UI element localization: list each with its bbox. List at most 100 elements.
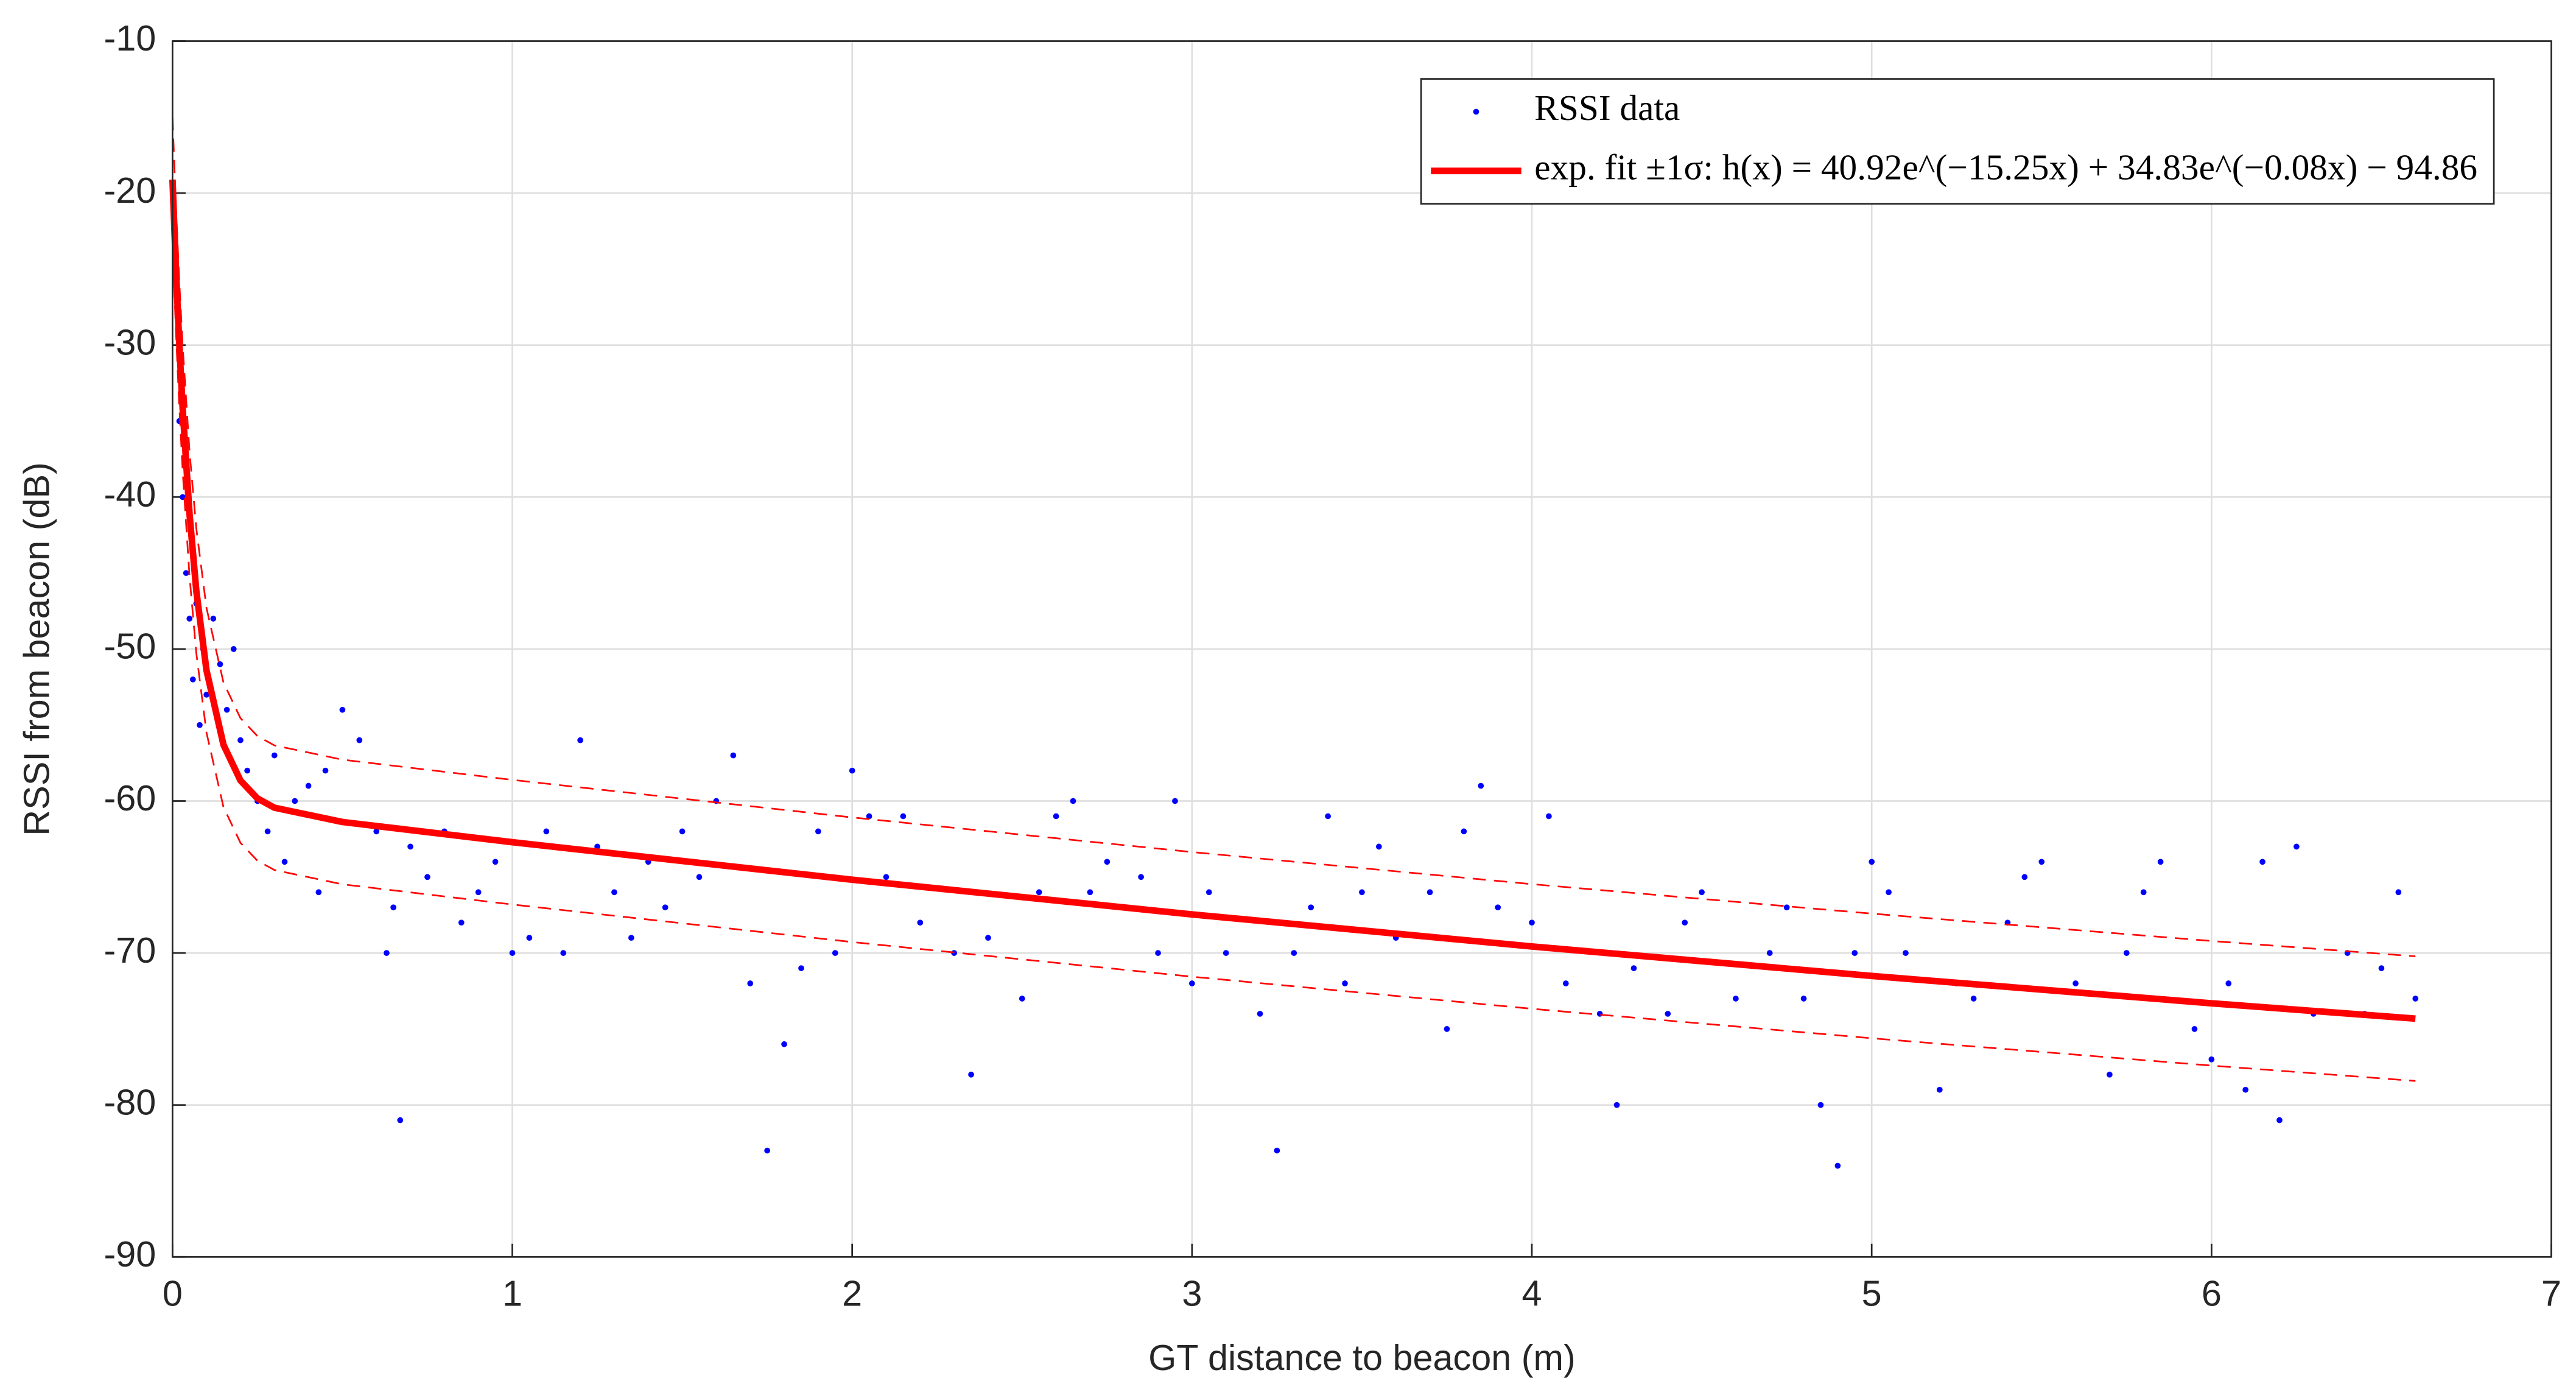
data-point: [1461, 828, 1467, 835]
data-point: [1665, 1011, 1671, 1017]
data-point: [356, 737, 363, 743]
data-point: [798, 965, 804, 971]
data-point: [339, 706, 346, 713]
data-point: [397, 1117, 404, 1123]
data-point: [1613, 1102, 1620, 1108]
data-point: [2225, 980, 2232, 986]
x-tick-label: 6: [2202, 1273, 2222, 1314]
data-point: [968, 1071, 974, 1078]
data-point: [1342, 980, 1348, 986]
data-point: [883, 874, 890, 880]
data-point: [1562, 980, 1569, 986]
data-point: [1291, 950, 1297, 956]
data-point: [237, 737, 244, 743]
data-point: [475, 889, 482, 896]
data-point: [1036, 889, 1042, 896]
data-point: [2259, 859, 2265, 865]
x-tick-label: 4: [1522, 1273, 1542, 1314]
data-point: [917, 919, 924, 926]
data-point: [730, 752, 737, 759]
data-point: [315, 889, 322, 896]
data-point: [1257, 1011, 1263, 1017]
legend-label: exp. fit ±1σ: h(x) = 40.92e^(−15.25x) + …: [1534, 147, 2477, 187]
data-point: [1834, 1162, 1841, 1169]
data-point: [679, 828, 686, 835]
y-tick-label: -20: [104, 170, 156, 211]
y-tick-label: -80: [104, 1081, 156, 1122]
data-point: [849, 767, 855, 774]
y-tick-label: -10: [104, 18, 156, 58]
data-point: [197, 722, 203, 728]
data-point: [1070, 798, 1076, 804]
data-point: [2038, 859, 2045, 865]
data-point: [1936, 1086, 1943, 1093]
data-point: [1529, 919, 1535, 926]
data-point: [210, 616, 217, 622]
data-point: [424, 874, 430, 880]
data-point: [628, 935, 634, 941]
data-point: [230, 646, 237, 652]
data-point: [866, 813, 872, 820]
data-point: [560, 950, 567, 956]
data-point: [2395, 889, 2402, 896]
fit-line: [169, 179, 2416, 1022]
data-point: [1800, 996, 1807, 1002]
data-point: [1104, 859, 1111, 865]
data-point: [322, 767, 329, 774]
data-point: [1206, 889, 1212, 896]
data-point: [2123, 950, 2130, 956]
data-point: [1682, 919, 1688, 926]
data-point: [390, 904, 396, 911]
data-point: [305, 782, 312, 789]
y-tick-label: -30: [104, 322, 156, 362]
data-point: [815, 828, 821, 835]
data-point: [186, 616, 193, 622]
data-point: [189, 676, 196, 683]
axes-box: [171, 40, 2552, 1258]
data-point: [492, 859, 499, 865]
data-point: [696, 874, 703, 880]
data-point: [183, 570, 189, 576]
y-tick-label: -90: [104, 1234, 156, 1274]
data-point: [244, 767, 250, 774]
data-point: [1138, 874, 1144, 880]
data-point: [1903, 950, 1909, 956]
data-point: [662, 904, 669, 911]
data-point: [2157, 859, 2164, 865]
data-point: [1188, 980, 1195, 986]
data-point: [1766, 950, 1773, 956]
plot-area: [169, 117, 2419, 1169]
legend-box: [1420, 78, 2495, 205]
y-tick-label: -40: [104, 474, 156, 515]
data-point: [2191, 1026, 2198, 1032]
data-point: [264, 828, 271, 835]
data-point: [764, 1147, 770, 1154]
data-point: [1427, 889, 1433, 896]
data-point: [1478, 782, 1484, 789]
x-tick-label: 1: [502, 1273, 522, 1314]
data-point: [281, 859, 288, 865]
x-tick-label: 2: [842, 1273, 862, 1314]
data-point: [2378, 965, 2385, 971]
data-point: [1886, 889, 1892, 896]
data-point: [2412, 996, 2419, 1002]
data-point: [1308, 904, 1314, 911]
data-point: [1223, 950, 1229, 956]
data-point: [1053, 813, 1059, 820]
data-point: [2242, 1086, 2249, 1093]
x-tick-label: 3: [1182, 1273, 1202, 1314]
data-point: [223, 706, 230, 713]
data-point: [1783, 904, 1790, 911]
data-point: [2072, 980, 2079, 986]
data-point: [1325, 813, 1331, 820]
y-tick-label: -50: [104, 626, 156, 667]
legend-symbol: [1473, 108, 1479, 115]
data-point: [1733, 996, 1739, 1002]
data-point: [543, 828, 550, 835]
data-point: [458, 919, 465, 926]
data-point: [1087, 889, 1093, 896]
data-point: [1155, 950, 1161, 956]
data-point: [1970, 996, 1977, 1002]
